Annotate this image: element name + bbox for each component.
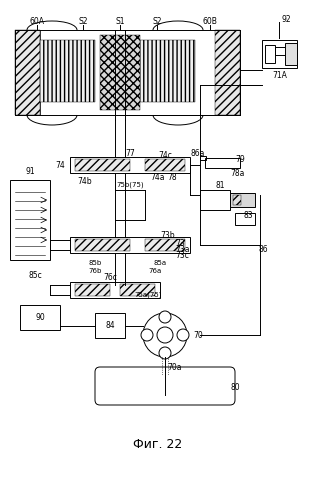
Text: 70: 70 xyxy=(193,330,203,340)
Bar xyxy=(200,190,230,210)
Bar xyxy=(95,313,125,338)
Bar xyxy=(215,30,240,115)
Circle shape xyxy=(157,327,173,343)
Bar xyxy=(20,305,60,330)
Text: 73b: 73b xyxy=(161,230,175,239)
Bar xyxy=(200,156,206,160)
Text: 85b: 85b xyxy=(88,260,102,266)
Text: 74b: 74b xyxy=(78,176,92,186)
Bar xyxy=(75,159,130,171)
Bar xyxy=(265,45,275,63)
Bar xyxy=(275,47,295,55)
Text: 73: 73 xyxy=(175,238,185,248)
Bar xyxy=(235,213,255,225)
Text: 73c: 73c xyxy=(175,250,189,260)
Text: 60A: 60A xyxy=(29,18,44,26)
Text: 92: 92 xyxy=(281,16,291,24)
Text: 83: 83 xyxy=(243,210,253,220)
Text: 85c: 85c xyxy=(28,270,42,280)
Bar xyxy=(10,180,50,260)
Bar xyxy=(40,40,95,102)
Text: 78: 78 xyxy=(167,172,177,182)
Bar xyxy=(262,40,297,68)
Text: 86: 86 xyxy=(258,246,268,254)
Bar xyxy=(145,159,185,171)
Text: 90: 90 xyxy=(35,314,45,322)
Text: 73a: 73a xyxy=(175,244,190,254)
Text: 76c: 76c xyxy=(103,274,117,282)
Bar xyxy=(285,43,297,65)
Bar xyxy=(70,282,160,298)
Circle shape xyxy=(159,311,171,323)
Text: 91: 91 xyxy=(25,168,35,176)
Circle shape xyxy=(141,329,153,341)
Text: 74: 74 xyxy=(55,160,65,170)
Text: S2: S2 xyxy=(152,18,162,26)
Text: 79: 79 xyxy=(235,156,245,164)
Bar xyxy=(205,158,240,168)
Text: 85a: 85a xyxy=(153,260,166,266)
Bar xyxy=(75,239,130,251)
Text: 84: 84 xyxy=(105,322,115,330)
Bar xyxy=(100,35,140,110)
Text: 86a: 86a xyxy=(191,148,205,158)
Text: 71A: 71A xyxy=(273,70,288,80)
Bar xyxy=(230,193,255,207)
Bar xyxy=(15,30,40,115)
Bar xyxy=(233,195,241,205)
Bar xyxy=(70,237,190,253)
Bar xyxy=(215,30,240,115)
Text: 74a: 74a xyxy=(151,172,165,182)
Bar xyxy=(145,239,185,251)
Circle shape xyxy=(143,313,187,357)
Text: 81: 81 xyxy=(215,180,225,190)
Bar xyxy=(120,284,155,296)
FancyBboxPatch shape xyxy=(95,367,235,405)
Text: Фиг. 22: Фиг. 22 xyxy=(133,438,183,452)
Circle shape xyxy=(177,329,189,341)
Text: 70a: 70a xyxy=(168,362,182,372)
Text: 80: 80 xyxy=(230,384,240,392)
Text: 76b: 76b xyxy=(88,268,102,274)
Text: 60B: 60B xyxy=(203,18,217,26)
Text: 75a(75): 75a(75) xyxy=(134,292,162,298)
Text: 75b(75): 75b(75) xyxy=(116,182,144,188)
Text: 77: 77 xyxy=(125,148,135,158)
Bar xyxy=(140,40,195,102)
Text: S2: S2 xyxy=(78,18,88,26)
Text: S1: S1 xyxy=(115,18,125,26)
Circle shape xyxy=(159,347,171,359)
Bar xyxy=(70,157,190,173)
Text: 78a: 78a xyxy=(231,168,245,177)
Bar xyxy=(75,284,110,296)
Bar xyxy=(15,30,40,115)
Text: 74c: 74c xyxy=(158,150,172,160)
Text: 76a: 76a xyxy=(148,268,162,274)
